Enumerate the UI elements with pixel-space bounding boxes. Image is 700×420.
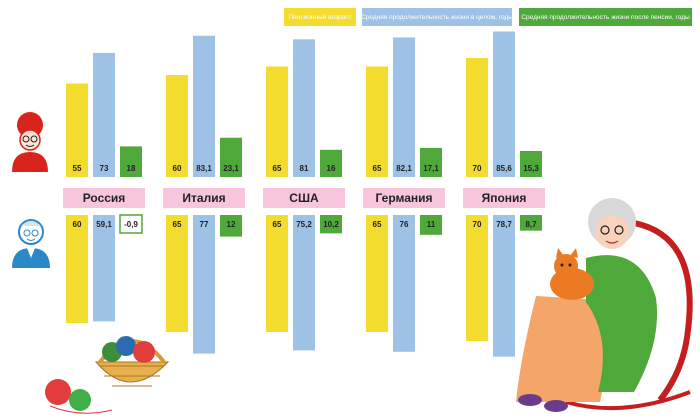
country-label-c4: Германия	[375, 191, 432, 205]
knitting-basket-illustration	[45, 336, 170, 414]
men-bar-after-retirement-c4	[420, 215, 442, 235]
men-value-label-after-retirement-c5: 8,7	[525, 220, 537, 229]
men-value-label-after-retirement-c4: 11	[427, 220, 436, 229]
men-value-label-retirement-age-c5: 70	[473, 220, 482, 229]
men-value-label-retirement-age-c2: 65	[173, 220, 182, 229]
women-bar-life-expectancy-c2	[193, 35, 215, 178]
men-bar-life-expectancy-c3	[293, 215, 315, 351]
women-value-label-retirement-age-c2: 60	[173, 164, 182, 173]
men-bar-life-expectancy-c1	[93, 215, 115, 322]
men-bar-retirement-age-c5	[466, 215, 488, 341]
women-bar-life-expectancy-c5	[493, 31, 515, 178]
men-bar-after-retirement-c2	[220, 215, 242, 237]
legend-retirement-age: Пенсионный возраст	[284, 8, 356, 26]
women-value-label-life-expectancy-c3: 81	[300, 164, 309, 173]
country-label-bg-c4	[363, 188, 445, 208]
women-value-label-retirement-age-c1: 55	[73, 164, 82, 173]
grandmother-rocking-chair-illustration	[516, 198, 693, 412]
men-value-label-after-retirement-c3: 10,2	[323, 220, 339, 229]
men-value-label-after-retirement-c1: -0,9	[124, 220, 138, 229]
women-bar-life-expectancy-c4	[393, 37, 415, 178]
women-bar-retirement-age-c2	[166, 75, 188, 177]
legend-after-retirement: Средняя продолжительность жизни после пе…	[519, 8, 692, 26]
women-value-label-after-retirement-c5: 15,3	[523, 164, 539, 173]
men-value-label-life-expectancy-c2: 77	[200, 220, 209, 229]
women-bar-after-retirement-c3	[320, 149, 342, 177]
men-bar-life-expectancy-c2	[193, 215, 215, 354]
women-bar-life-expectancy-c1	[93, 52, 115, 177]
women-value-label-life-expectancy-c5: 85,6	[496, 164, 512, 173]
country-label-bg-c3	[263, 188, 345, 208]
woman-icon	[12, 112, 48, 172]
legend-life-expectancy: Средняя продолжительность жизни в целом,…	[361, 8, 513, 26]
country-label-bg-c2	[163, 188, 245, 208]
men-bar-retirement-age-c1	[66, 215, 88, 323]
women-value-label-after-retirement-c1: 18	[127, 164, 136, 173]
men-value-label-life-expectancy-c1: 59,1	[96, 220, 112, 229]
women-bar-after-retirement-c4	[420, 147, 442, 177]
men-bar-life-expectancy-c4	[393, 215, 415, 352]
country-label-c3: США	[289, 191, 319, 205]
men-bar-life-expectancy-c5	[493, 215, 515, 357]
women-value-label-life-expectancy-c1: 73	[100, 164, 109, 173]
cat-illustration	[550, 248, 594, 300]
women-bar-retirement-age-c3	[266, 66, 288, 177]
men-bar-retirement-age-c3	[266, 215, 288, 332]
man-icon	[12, 219, 50, 268]
men-value-label-life-expectancy-c5: 78,7	[496, 220, 512, 229]
men-value-label-retirement-age-c1: 60	[73, 220, 82, 229]
country-label-bg-c5	[463, 188, 545, 208]
women-value-label-retirement-age-c4: 65	[373, 164, 382, 173]
women-bar-life-expectancy-c3	[293, 39, 315, 177]
men-bar-after-retirement-c5	[520, 215, 542, 231]
women-bar-after-retirement-c1	[120, 146, 142, 177]
men-value-label-retirement-age-c4: 65	[373, 220, 382, 229]
men-value-label-life-expectancy-c3: 75,2	[296, 220, 312, 229]
country-label-c5: Япония	[482, 191, 527, 205]
women-value-label-life-expectancy-c4: 82,1	[396, 164, 412, 173]
men-bar-retirement-age-c2	[166, 215, 188, 332]
men-bar-retirement-age-c4	[366, 215, 388, 332]
men-negative-value-box-c1	[119, 214, 143, 234]
men-value-label-life-expectancy-c4: 76	[400, 220, 409, 229]
women-bar-retirement-age-c4	[366, 66, 388, 177]
women-value-label-after-retirement-c2: 23,1	[223, 164, 239, 173]
men-value-label-after-retirement-c2: 12	[227, 220, 236, 229]
men-value-label-retirement-age-c3: 65	[273, 220, 282, 229]
country-label-c2: Италия	[182, 191, 225, 205]
women-value-label-retirement-age-c3: 65	[273, 164, 282, 173]
women-bar-after-retirement-c5	[520, 150, 542, 177]
country-label-bg-c1	[63, 188, 145, 208]
women-value-label-after-retirement-c4: 17,1	[423, 164, 439, 173]
men-bar-after-retirement-c3	[320, 215, 342, 234]
women-value-label-life-expectancy-c2: 83,1	[196, 164, 212, 173]
women-bar-after-retirement-c2	[220, 137, 242, 177]
women-bar-retirement-age-c1	[66, 83, 88, 177]
women-bar-retirement-age-c5	[466, 58, 488, 177]
country-label-c1: Россия	[83, 191, 126, 205]
women-value-label-retirement-age-c5: 70	[473, 164, 482, 173]
women-value-label-after-retirement-c3: 16	[327, 164, 336, 173]
